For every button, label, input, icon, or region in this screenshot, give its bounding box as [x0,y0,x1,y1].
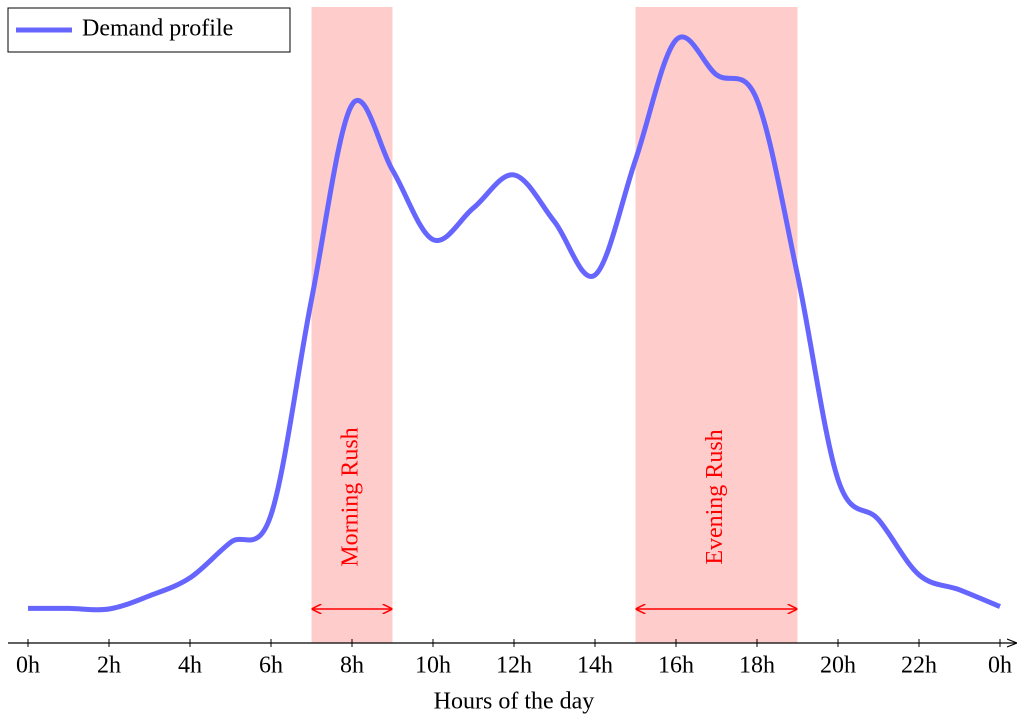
legend-label: Demand profile [82,16,233,42]
x-tick-label: 20h [820,653,856,679]
x-tick-label: 14h [577,653,613,679]
x-tick-label: 12h [496,653,532,679]
x-tick-label: 6h [259,653,283,679]
x-tick-label: 22h [901,653,937,679]
annotation-label: Morning Rush [338,427,364,566]
legend: Demand profile [7,7,291,53]
x-tick-label: 4h [178,653,202,679]
x-tick-label: 16h [658,653,694,679]
x-tick-label: 0h [16,653,40,679]
x-axis-label: Hours of the day [434,689,595,715]
x-tick-label: 8h [340,653,364,679]
x-tick-label: 0h [988,653,1012,679]
annotation-label: Evening Rush [702,429,728,564]
highlight-band [635,7,798,643]
x-tick-label: 10h [415,653,451,679]
demand-line [27,34,1001,613]
highlight-band [311,7,393,643]
x-tick-label: 2h [97,653,121,679]
x-tick-label: 18h [739,653,775,679]
